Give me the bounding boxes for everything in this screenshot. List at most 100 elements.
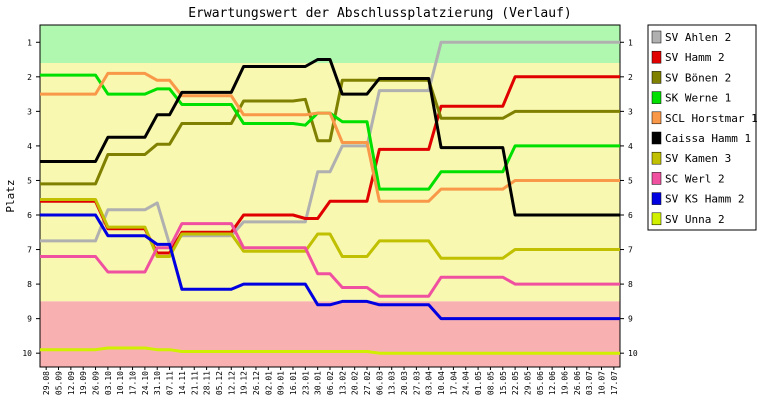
plot-background-bands	[40, 25, 620, 367]
legend-label: SV Bönen 2	[665, 71, 731, 84]
legend-label: SK Werne 1	[665, 92, 731, 105]
legend-swatch	[651, 172, 662, 185]
x-tick-label: 15.05	[499, 371, 508, 395]
legend-label: SV Unna 2	[665, 213, 725, 226]
y-tick-label-right: 2	[628, 73, 633, 82]
x-tick-label: 28.11	[203, 371, 212, 395]
y-tick-label-right: 9	[628, 315, 633, 324]
x-tick-label: 30.01	[314, 371, 323, 395]
x-tick-label: 31.10	[153, 371, 162, 395]
x-tick-label: 09.01	[277, 371, 286, 395]
y-tick-label-right: 1	[628, 38, 633, 47]
legend-label: SV Hamm 2	[665, 51, 725, 64]
y-tick-label-left: 2	[27, 73, 32, 82]
x-tick-label: 12.06	[548, 371, 557, 395]
legend-swatch	[651, 192, 662, 205]
x-tick-label: 24.10	[141, 371, 150, 395]
y-axis: 1 1 2 2 3 3 4 4 5 5 6 6 7 7 8 8 9 9 10 10	[22, 38, 637, 358]
x-tick-label: 24.04	[462, 371, 471, 395]
legend-label: SC Werl 2	[665, 172, 725, 185]
x-tick-label: 27.03	[412, 371, 421, 395]
y-tick-label-right: 7	[628, 246, 633, 255]
legend-swatch	[651, 71, 662, 84]
x-tick-label: 06.03	[375, 371, 384, 395]
y-tick-label-left: 7	[27, 246, 32, 255]
legend-swatch	[651, 91, 662, 104]
y-tick-label-right: 3	[628, 107, 633, 116]
x-tick-label: 10.04	[437, 371, 446, 395]
series-line	[40, 40, 620, 246]
series-line	[40, 198, 620, 260]
x-tick-label: 08.05	[486, 371, 495, 395]
x-tick-label: 26.12	[252, 371, 261, 395]
x-tick-label: 29.08	[42, 371, 51, 395]
y-tick-label-left: 9	[27, 315, 32, 324]
legend-swatch	[651, 50, 662, 64]
series-line	[40, 71, 620, 203]
y-tick-label-right: 8	[628, 280, 633, 289]
x-tick-label: 05.12	[215, 371, 224, 395]
series-line	[40, 213, 620, 321]
legend: SV Ahlen 2 SV Hamm 2 SV Bönen 2 SK Werne 1 S…	[647, 24, 758, 231]
x-tick-label: 26.09	[92, 371, 101, 395]
x-tick-label: 06.02	[326, 371, 335, 395]
x-tick-label: 29.05	[523, 371, 532, 395]
x-tick-label: 12.12	[227, 371, 236, 395]
legend-label: SV Kamen 3	[665, 152, 731, 165]
series-line	[40, 346, 620, 355]
y-tick-label-left: 3	[27, 107, 32, 116]
x-tick-label: 13.02	[338, 371, 347, 395]
x-tick-label: 19.06	[560, 371, 569, 395]
x-tick-label: 21.11	[190, 371, 199, 395]
x-tick-label: 01.05	[474, 371, 483, 395]
chart-title: Erwartungswert der Abschlussplatzierung …	[188, 6, 572, 21]
legend-label: SCL Horstmar 1	[665, 112, 758, 125]
x-tick-label: 07.11	[166, 371, 175, 395]
y-tick-label-left: 6	[27, 211, 32, 220]
y-tick-label-left: 10	[22, 349, 32, 358]
x-tick-label: 10.07	[597, 371, 606, 395]
background-band	[40, 301, 620, 367]
y-tick-label-left: 8	[27, 280, 32, 289]
series-lines	[40, 40, 620, 355]
x-tick-label: 03.04	[425, 371, 434, 395]
x-tick-label: 20.02	[351, 371, 360, 395]
y-tick-label-left: 1	[27, 38, 32, 47]
legend-label: SV KS Hamm 2	[665, 193, 744, 206]
y-tick-label-right: 6	[628, 211, 633, 220]
x-tick-label: 16.01	[289, 371, 298, 395]
x-tick-label: 17.10	[129, 371, 138, 395]
legend-swatch	[651, 111, 662, 125]
x-tick-label: 17.04	[449, 371, 458, 395]
y-tick-label-right: 10	[628, 349, 638, 358]
legend-box	[647, 24, 757, 231]
x-tick-label: 19.09	[79, 371, 88, 395]
x-tick-label: 05.09	[55, 371, 64, 395]
background-band	[40, 25, 620, 63]
x-axis: 29.08 05.09 12.09 19.09 26.09 03.10 10.10 17.10…	[42, 367, 619, 395]
legend-swatch	[651, 131, 662, 145]
legend-swatch	[651, 30, 662, 44]
x-tick-label: 03.07	[585, 371, 594, 395]
x-tick-label: 05.06	[536, 371, 545, 395]
series-line	[40, 58, 620, 217]
y-tick-label-right: 5	[628, 176, 633, 185]
x-tick-label: 20.03	[400, 371, 409, 395]
x-tick-label: 14.11	[178, 371, 187, 395]
series-line	[40, 78, 620, 186]
background-band	[40, 63, 620, 302]
legend-swatch	[651, 212, 662, 226]
y-tick-label-left: 5	[27, 176, 32, 185]
legend-label: Caissa Hamm 1	[665, 132, 751, 145]
series-line	[40, 75, 620, 255]
x-tick-label: 02.01	[264, 371, 273, 395]
legend-swatch	[651, 151, 662, 165]
x-tick-label: 26.06	[573, 371, 582, 395]
x-tick-label: 03.10	[104, 371, 113, 395]
y-tick-label-right: 4	[628, 142, 633, 151]
series-line	[40, 222, 620, 298]
x-tick-label: 13.03	[388, 371, 397, 395]
y-tick-label-left: 4	[27, 142, 32, 151]
